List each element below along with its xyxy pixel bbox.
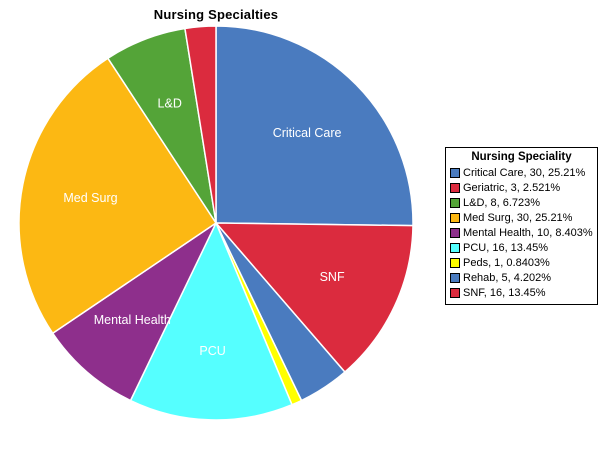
legend-swatch-pcu (450, 242, 460, 253)
pie-slice-label-pcu: PCU (199, 344, 225, 358)
legend-row-snf: SNF, 16, 13.45% (450, 285, 593, 300)
legend-entry-label: Rehab, 5, 4.202% (463, 271, 552, 284)
legend-row-mental-health: Mental Health, 10, 8.403% (450, 225, 593, 240)
legend-entry-label: Critical Care, 30, 25.21% (463, 166, 586, 179)
legend-row-pcu: PCU, 16, 13.45% (450, 240, 593, 255)
legend-entry-label: Med Surg, 30, 25.21% (463, 211, 573, 224)
pie-slice-critical-care (215, 25, 414, 227)
chart-title: Nursing Specialties (153, 7, 279, 22)
pie-slice-snf (215, 222, 414, 373)
pie-slice-geriatric (184, 25, 217, 224)
legend-swatch-critical-care (450, 167, 460, 178)
pie-slice-label-med-surg: Med Surg (63, 191, 117, 205)
legend-entry-label: PCU, 16, 13.45% (463, 241, 548, 254)
legend-entry-label: Peds, 1, 0.8403% (463, 256, 550, 269)
legend-title: Nursing Speciality (471, 151, 572, 163)
legend-swatch-l-d (450, 197, 460, 208)
legend-row-l-d: L&D, 8, 6.723% (450, 195, 593, 210)
legend-row-geriatric: Geriatric, 3, 2.521% (450, 180, 593, 195)
pie-chart: Critical Care SNF PCU Mental Health Med Surg… (18, 25, 414, 421)
legend-entry-label: Geriatric, 3, 2.521% (463, 181, 561, 194)
legend-swatch-snf (450, 287, 460, 298)
legend-entry-label: Mental Health, 10, 8.403% (463, 226, 593, 239)
legend-swatch-mental-health (450, 227, 460, 238)
pie-slice-med-surg (18, 57, 217, 335)
legend-row-rehab: Rehab, 5, 4.202% (450, 270, 593, 285)
legend-entry-label: SNF, 16, 13.45% (463, 286, 546, 299)
legend-entries: Critical Care, 30, 25.21% Geriatric, 3, 2… (450, 165, 593, 300)
legend-swatch-med-surg (450, 212, 460, 223)
legend-box: Nursing Speciality Critical Care, 30, 25… (445, 147, 598, 305)
legend-swatch-peds (450, 257, 460, 268)
legend-swatch-geriatric (450, 182, 460, 193)
legend-swatch-rehab (450, 272, 460, 283)
pie-slice-mental-health (51, 222, 217, 402)
legend-entry-label: L&D, 8, 6.723% (463, 196, 541, 209)
pie-slice-label-critical-care: Critical Care (273, 126, 342, 140)
pie-slice-label-mental-health: Mental Health (94, 313, 171, 327)
pie-slice-label-l-d: L&D (158, 97, 182, 111)
legend-row-peds: Peds, 1, 0.8403% (450, 255, 593, 270)
pie-slice-label-snf: SNF (320, 270, 345, 284)
legend-row-critical-care: Critical Care, 30, 25.21% (450, 165, 593, 180)
pie-slice-pcu (129, 222, 293, 421)
legend-row-med-surg: Med Surg, 30, 25.21% (450, 210, 593, 225)
